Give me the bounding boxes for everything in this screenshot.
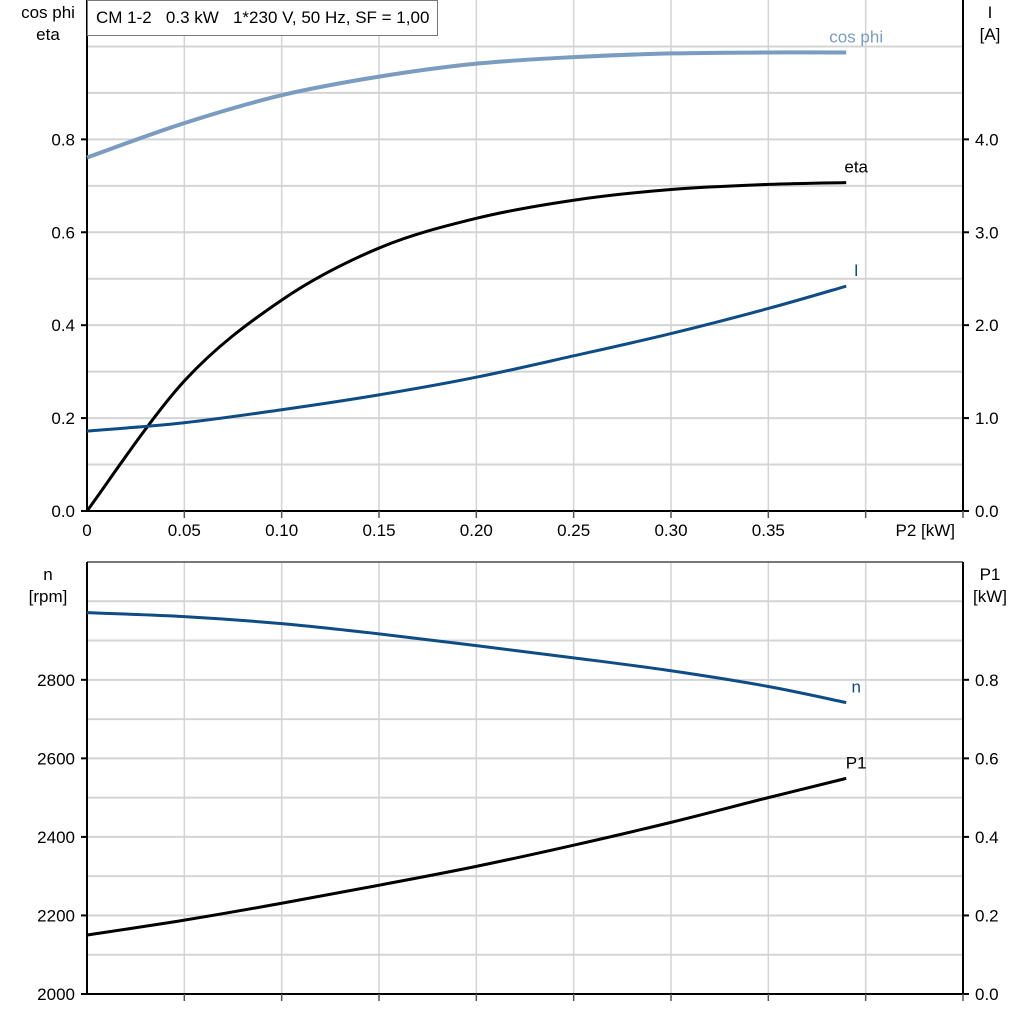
y-left-tick-label: 2600	[37, 749, 75, 768]
series-line-n	[86, 611, 847, 705]
y-right-axis-label: [kW]	[973, 587, 1007, 606]
y-right-tick-label: 0.6	[975, 749, 999, 768]
x-tick-label: 0.35	[752, 521, 785, 540]
series-line-i	[86, 284, 847, 433]
x-axis-label: P2 [kW]	[895, 521, 955, 540]
y-right-tick-label: 1.0	[975, 409, 999, 428]
series-label-p1: P1	[846, 753, 867, 772]
x-tick-label: 0.25	[557, 521, 590, 540]
x-tick-label: 0.15	[362, 521, 395, 540]
y-left-tick-label: 2000	[37, 985, 75, 1004]
x-tick-label: 0	[82, 521, 91, 540]
x-tick-label: 0.05	[168, 521, 201, 540]
y-left-tick-label: 0.8	[51, 130, 75, 149]
y-right-tick-label: 0.0	[975, 985, 999, 1004]
y-left-tick-label: 0.6	[51, 223, 75, 242]
y-left-tick-label: 0.4	[51, 316, 75, 335]
series-line-cos-phi	[86, 50, 847, 160]
series-label-i: I	[854, 261, 859, 280]
y-right-tick-label: 0.4	[975, 828, 999, 847]
chart-title: CM 1-2 0.3 kW 1*230 V, 50 Hz, SF = 1,00	[87, 0, 439, 36]
series-label-eta: eta	[844, 158, 868, 177]
y-left-tick-label: 0.2	[51, 409, 75, 428]
y-right-tick-label: 2.0	[975, 316, 999, 335]
series-line-p1	[86, 776, 847, 937]
y-right-axis-label: P1	[980, 565, 1001, 584]
y-right-tick-label: 4.0	[975, 130, 999, 149]
y-left-tick-label: 2400	[37, 828, 75, 847]
y-left-axis-label: n	[43, 565, 52, 584]
y-left-tick-label: 2800	[37, 671, 75, 690]
y-right-tick-label: 0.8	[975, 671, 999, 690]
y-right-axis-label: [A]	[980, 25, 1001, 44]
y-left-tick-label: 0.0	[51, 502, 75, 521]
y-left-axis-label: cos phi	[21, 3, 75, 22]
y-left-tick-label: 2200	[37, 906, 75, 925]
series-label-cos-phi: cos phi	[829, 27, 883, 46]
y-left-axis-label: eta	[36, 25, 60, 44]
y-right-tick-label: 0.0	[975, 502, 999, 521]
x-tick-label: 0.20	[460, 521, 493, 540]
y-right-axis-label: I	[988, 3, 993, 22]
y-right-tick-label: 0.2	[975, 906, 999, 925]
x-tick-label: 0.10	[265, 521, 298, 540]
series-line-eta	[85, 181, 847, 512]
series-label-n: n	[851, 678, 860, 697]
x-tick-label: 0.30	[654, 521, 687, 540]
y-right-tick-label: 3.0	[975, 223, 999, 242]
y-left-axis-label: [rpm]	[29, 587, 68, 606]
